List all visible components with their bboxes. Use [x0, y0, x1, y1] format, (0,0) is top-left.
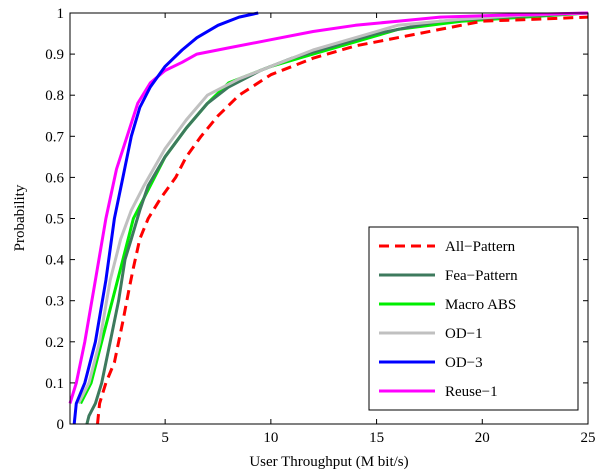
legend-label-4: OD−3 — [445, 355, 483, 371]
legend-label-1: Fea−Pattern — [445, 268, 518, 284]
legend-box — [368, 226, 579, 411]
y-axis-label: Probability — [12, 184, 28, 251]
x-tick-label: 15 — [369, 430, 384, 446]
legend-label-5: Reuse−1 — [445, 384, 498, 400]
y-tick-label: 0.1 — [45, 376, 64, 392]
series-line-4 — [72, 11, 259, 425]
axes-layer: 5 10 15 20 25 0 0.1 0.2 0.3 0.4 0.5 0.6 0.7 0.8 0.9 1 — [45, 6, 595, 446]
y-tick-label: 0.7 — [45, 129, 64, 145]
series-layer — [68, 11, 589, 425]
x-tick-label: 10 — [263, 430, 278, 446]
series-line-5 — [68, 11, 589, 404]
y-tick-label: 0.9 — [45, 47, 64, 63]
x-tick-label: 5 — [161, 430, 169, 446]
x-axis-label: User Throughput (M bit/s) — [249, 454, 408, 470]
x-tick-label: 25 — [581, 430, 596, 446]
y-tick-label: 0.5 — [45, 212, 64, 228]
series-line-1 — [85, 11, 589, 425]
legend: All−Pattern Fea−Pattern Macro ABS OD−1 OD−3 R… — [368, 226, 579, 411]
y-tick-label: 0 — [57, 417, 65, 433]
legend-label-2: Macro ABS — [445, 297, 516, 313]
x-tick-label: 20 — [475, 430, 490, 446]
y-tick-label: 0.3 — [45, 294, 64, 310]
y-tick-label: 0.6 — [45, 170, 64, 186]
series-line-3 — [77, 11, 589, 405]
legend-label-3: OD−1 — [445, 326, 483, 342]
y-tick-label: 0.8 — [45, 88, 64, 104]
plot-frame — [69, 12, 589, 425]
series-line-0 — [96, 15, 589, 425]
legend-label-0: All−Pattern — [445, 239, 516, 255]
y-tick-label: 0.2 — [45, 335, 64, 351]
y-tick-label: 0.4 — [45, 253, 64, 269]
y-tick-label: 1 — [57, 6, 65, 22]
